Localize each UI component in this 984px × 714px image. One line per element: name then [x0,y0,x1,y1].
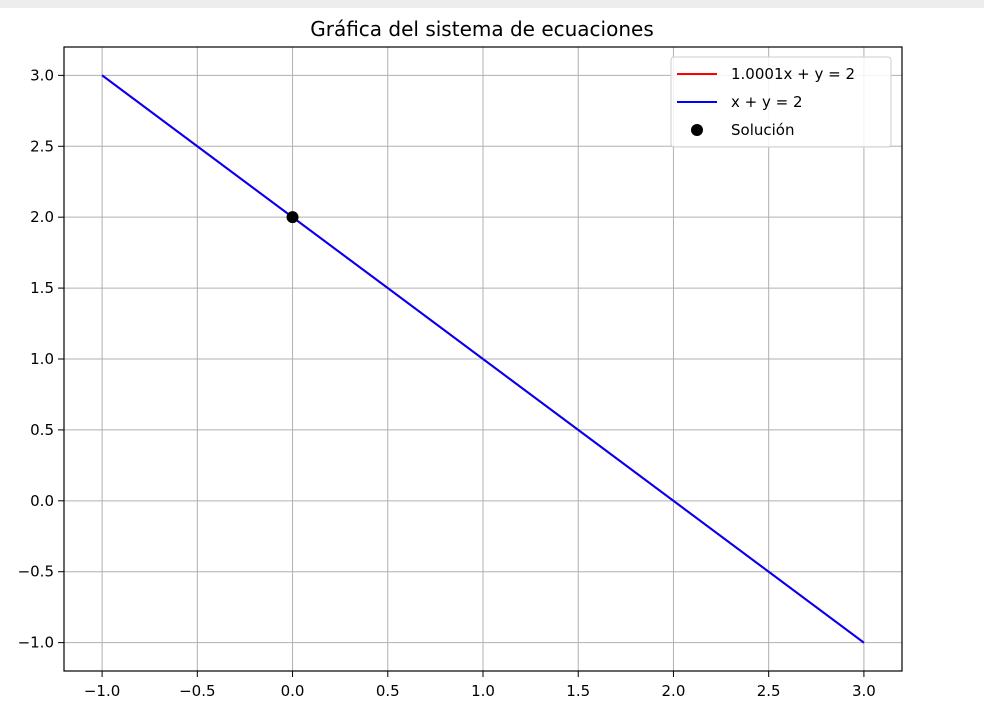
x-axis: −1.0 −0.5 0.0 0.5 1.0 1.5 2.0 2.5 3.0 [84,671,876,700]
y-tick-label: −1.0 [18,634,54,652]
legend-label: x + y = 2 [731,93,803,111]
window-top-bar [0,0,984,8]
x-tick-label: −0.5 [179,682,215,700]
y-tick-label: 2.5 [30,137,54,155]
solution-point [286,211,299,224]
legend-box [670,56,892,148]
y-tick-label: −0.5 [18,563,54,581]
series-line-2 [101,74,865,644]
chart-title: Gráfica del sistema de ecuaciones [310,17,654,41]
plot-area [101,74,865,644]
x-tick-label: 2.5 [757,682,781,700]
x-tick-label: 0.0 [281,682,305,700]
y-tick-label: 2.0 [30,208,54,226]
x-tick-label: 0.5 [376,682,400,700]
y-tick-label: 3.0 [30,66,54,84]
x-tick-label: 1.0 [471,682,495,700]
y-tick-label: 1.0 [30,350,54,368]
y-tick-label: 1.5 [30,279,54,297]
legend-label: Solución [731,121,794,139]
y-tick-label: 0.5 [30,421,54,439]
legend-marker-swatch [691,124,703,136]
y-tick-label: 0.0 [30,492,54,510]
x-tick-label: −1.0 [84,682,120,700]
legend-label: 1.0001x + y = 2 [731,65,855,83]
x-tick-label: 1.5 [566,682,590,700]
legend: 1.0001x + y = 2 x + y = 2 Solución [670,56,892,148]
x-tick-label: 2.0 [662,682,686,700]
y-axis: −1.0 −0.5 0.0 0.5 1.0 1.5 2.0 2.5 3.0 [18,66,64,652]
x-tick-label: 3.0 [852,682,876,700]
